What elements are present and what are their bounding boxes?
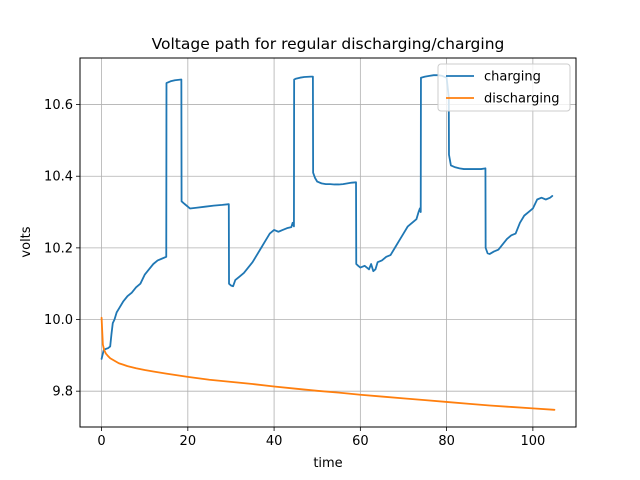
x-tick-label: 40 (266, 434, 283, 449)
series-line-charging (100, 74, 554, 360)
legend-label-discharging: discharging (484, 92, 559, 107)
series-line-discharging (100, 316, 556, 411)
x-tick-label: 80 (438, 434, 455, 449)
chart-title: Voltage path for regular discharging/cha… (152, 35, 505, 53)
x-axis-label: time (313, 456, 342, 471)
y-tick-label: 10.6 (44, 98, 73, 113)
y-tick-label: 10.2 (44, 241, 73, 256)
x-tick-label: 0 (97, 434, 105, 449)
series-lines (100, 74, 556, 411)
y-tick-label: 10.4 (44, 170, 73, 185)
legend: charging discharging (437, 63, 571, 112)
plot-frame (79, 57, 577, 428)
x-tick-label: 60 (352, 434, 369, 449)
legend-label-charging: charging (484, 70, 541, 85)
axis-ticks: 0 20 40 60 80 100 9.8 10.0 10.2 10.4 10.6 (44, 98, 545, 449)
y-tick-label: 9.8 (52, 385, 73, 400)
y-axis-label: volts (19, 226, 34, 257)
x-tick-label: 100 (520, 434, 545, 449)
x-tick-label: 20 (180, 434, 197, 449)
y-tick-label: 10.0 (44, 313, 73, 328)
